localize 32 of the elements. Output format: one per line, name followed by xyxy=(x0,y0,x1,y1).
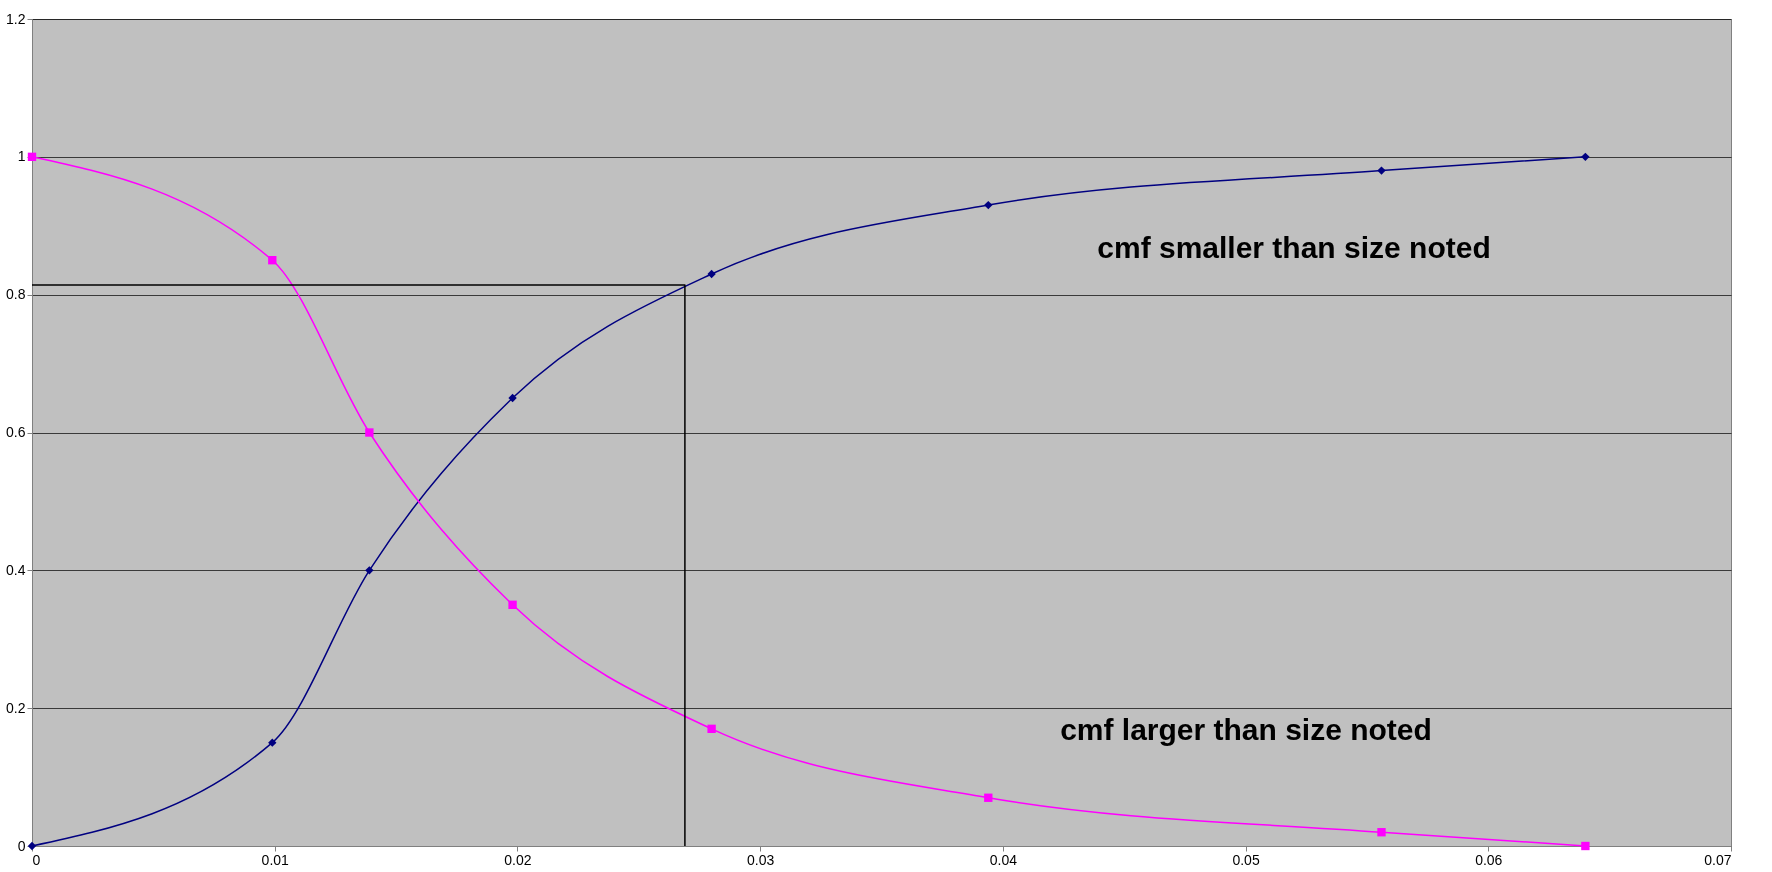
point xyxy=(508,600,517,609)
y-tick-label: 0.6 xyxy=(6,424,26,440)
point xyxy=(707,724,716,734)
y-tick-label: 1.2 xyxy=(6,10,26,27)
x-tick-label: 0.06 xyxy=(1475,851,1503,868)
point xyxy=(1377,166,1386,175)
point xyxy=(508,393,517,403)
x-tick-label: 0.07 xyxy=(1704,851,1732,868)
point xyxy=(1581,841,1590,851)
y-tick-label: 0 xyxy=(17,837,26,854)
x-tick-label: 0.05 xyxy=(1232,851,1260,868)
point xyxy=(984,200,993,210)
point xyxy=(1377,828,1386,837)
point xyxy=(27,152,37,162)
point xyxy=(984,793,993,802)
point xyxy=(365,428,374,437)
y-tick-label: 1 xyxy=(17,148,26,165)
y-tick-label: 0.2 xyxy=(6,699,26,716)
annotation: cmf smaller than size noted xyxy=(1097,231,1491,264)
point xyxy=(365,566,374,575)
x-tick-label: 0 xyxy=(32,851,41,868)
point xyxy=(1581,152,1590,162)
annotation: cmf larger than size noted xyxy=(1060,713,1432,746)
x-tick-label: 0.01 xyxy=(261,851,290,868)
y-tick-label: 0.4 xyxy=(6,561,26,578)
point xyxy=(268,256,277,265)
y-tick-label: 0.8 xyxy=(6,286,26,303)
x-tick-label: 0.04 xyxy=(989,851,1018,868)
point xyxy=(707,269,716,279)
x-tick-label: 0.03 xyxy=(747,851,775,868)
x-tick-label: 0.02 xyxy=(504,851,532,868)
point xyxy=(268,738,277,747)
